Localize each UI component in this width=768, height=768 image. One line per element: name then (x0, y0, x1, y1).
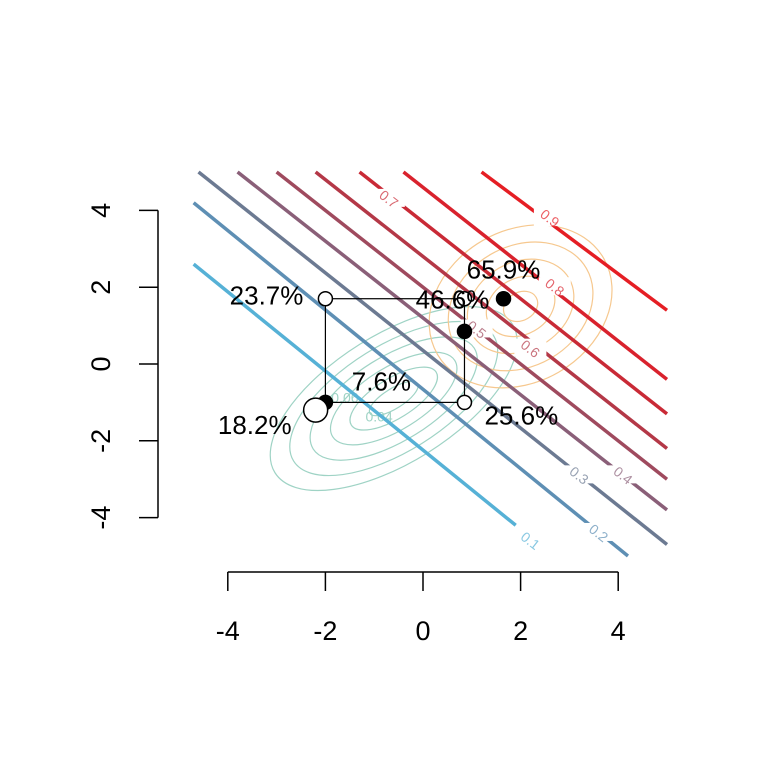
probability-line-0.6 (314, 170, 669, 450)
point-label-0: 23.7% (230, 281, 304, 311)
point-label-1: 46.6% (416, 285, 490, 315)
density-contour-low-3 (309, 336, 478, 461)
y-tick-label-2: 0 (86, 356, 116, 371)
y-tick-label-0: -4 (86, 506, 116, 530)
data-point-1 (456, 290, 473, 307)
probability-label-bg-0.8 (538, 277, 571, 296)
x-tick-label-1: -2 (313, 616, 337, 646)
probability-line-0.7 (358, 170, 669, 416)
point-label-5: 7.6% (352, 366, 411, 396)
x-tick-label-2: 0 (415, 616, 430, 646)
data-point-2 (495, 290, 512, 307)
point-labels: 23.7% 46.6%65.9% 25.6% 7.6% 18.2% (218, 255, 558, 440)
point-label-6: 18.2% (218, 410, 292, 440)
axes: -4 -2 0 2 4 -4 -2 0 2 4 (86, 203, 626, 646)
density-contour-high-4 (428, 224, 613, 389)
probability-label-bg-0.4 (607, 465, 640, 484)
y-tick-label-4: 4 (86, 203, 116, 218)
probability-line-0.4 (236, 170, 669, 512)
probability-label-bg-0.1 (514, 530, 547, 549)
probability-label-bg-0.7 (372, 188, 405, 207)
points (302, 290, 512, 423)
data-point-4 (456, 394, 473, 411)
data-point-0 (317, 290, 334, 307)
probability-label-bg-0.6 (514, 338, 547, 357)
probability-line-0.8 (402, 170, 669, 381)
data-point-6 (302, 397, 329, 423)
probability-line-0.2 (192, 201, 630, 558)
point-label-2: 65.9% (467, 255, 541, 285)
density-contour-low-4 (289, 320, 499, 477)
point-label-4: 25.6% (484, 400, 558, 430)
probability-label-bg-0.3 (563, 465, 596, 484)
x-tick-label-0: -4 (216, 616, 240, 646)
reference-rectangle (324, 298, 466, 404)
probability-label-bg-0.9 (533, 208, 566, 227)
density-contour-low-1 (349, 366, 439, 431)
x-tick-label-3: 2 (513, 616, 528, 646)
x-tick-label-4: 4 (611, 616, 626, 646)
probability-label-bg-0.2 (582, 522, 615, 541)
data-point-3 (456, 323, 473, 340)
y-tick-label-1: -2 (86, 429, 116, 453)
density-contour-low-2 (329, 351, 458, 446)
reference-box (324, 298, 466, 404)
y-tick-label-3: 2 (86, 280, 116, 295)
probability-line-0.9 (480, 170, 669, 312)
probability-line-0.1 (192, 262, 517, 527)
probability-contours: 0.1 0.20.3 0.40.50.60.70.80.9 (192, 170, 669, 558)
